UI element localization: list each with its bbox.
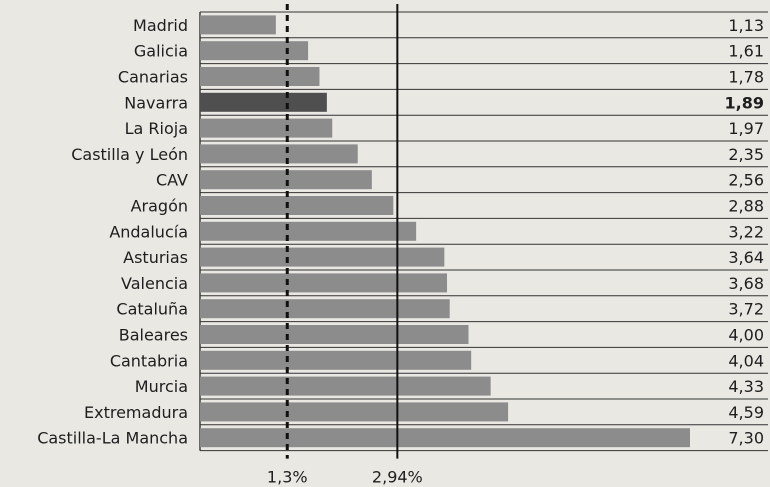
bar [200,170,372,190]
category-label: Andalucía [109,222,188,241]
category-label: Valencia [121,274,188,293]
bar [200,15,276,35]
bar [200,428,690,448]
category-label: La Rioja [125,119,188,138]
bar [200,92,327,112]
value-label: 1,13 [728,16,764,35]
value-label: 3,64 [728,248,764,267]
category-label: Cantabria [110,351,188,370]
bar [200,118,333,138]
value-label: 1,97 [728,119,764,138]
bar [200,196,394,215]
value-label: 4,33 [728,377,764,396]
bar [200,67,320,86]
value-label: 3,22 [728,222,764,241]
category-label: Aragón [131,197,188,216]
bar [200,299,450,319]
category-label: Galicia [134,42,188,61]
bar [200,402,509,422]
category-label: Canarias [118,68,188,87]
bar [200,247,445,267]
value-label: 1,89 [725,93,764,112]
category-label: Murcia [135,377,188,396]
category-label: Baleares [119,326,188,345]
bar [200,144,358,164]
category-label: Navarra [124,93,188,112]
category-label: Madrid [133,16,188,35]
bar [200,350,472,370]
value-label: 2,88 [728,197,764,216]
category-label: Extremadura [84,403,188,422]
category-label: Asturias [123,248,188,267]
value-label: 4,00 [728,326,764,345]
reference-value-label: 1,3% [267,468,308,487]
value-label: 7,30 [728,429,764,448]
value-label: 4,04 [728,351,764,370]
category-label: CAV [156,171,188,190]
value-label: 1,78 [728,68,764,87]
bar [200,221,417,241]
reference-value-label: 2,94% [372,468,423,487]
value-label: 1,61 [728,42,764,61]
value-label: 2,35 [728,145,764,164]
category-label: Castilla y León [71,145,188,164]
value-label: 4,59 [728,403,764,422]
value-label: 2,56 [728,171,764,190]
value-label: 3,68 [728,274,764,293]
bar [200,376,491,396]
bar [200,273,448,293]
category-label: Castilla-La Mancha [37,429,188,448]
bar [200,325,469,344]
category-label: Cataluña [116,300,188,319]
bar [200,41,309,61]
value-label: 3,72 [728,300,764,319]
